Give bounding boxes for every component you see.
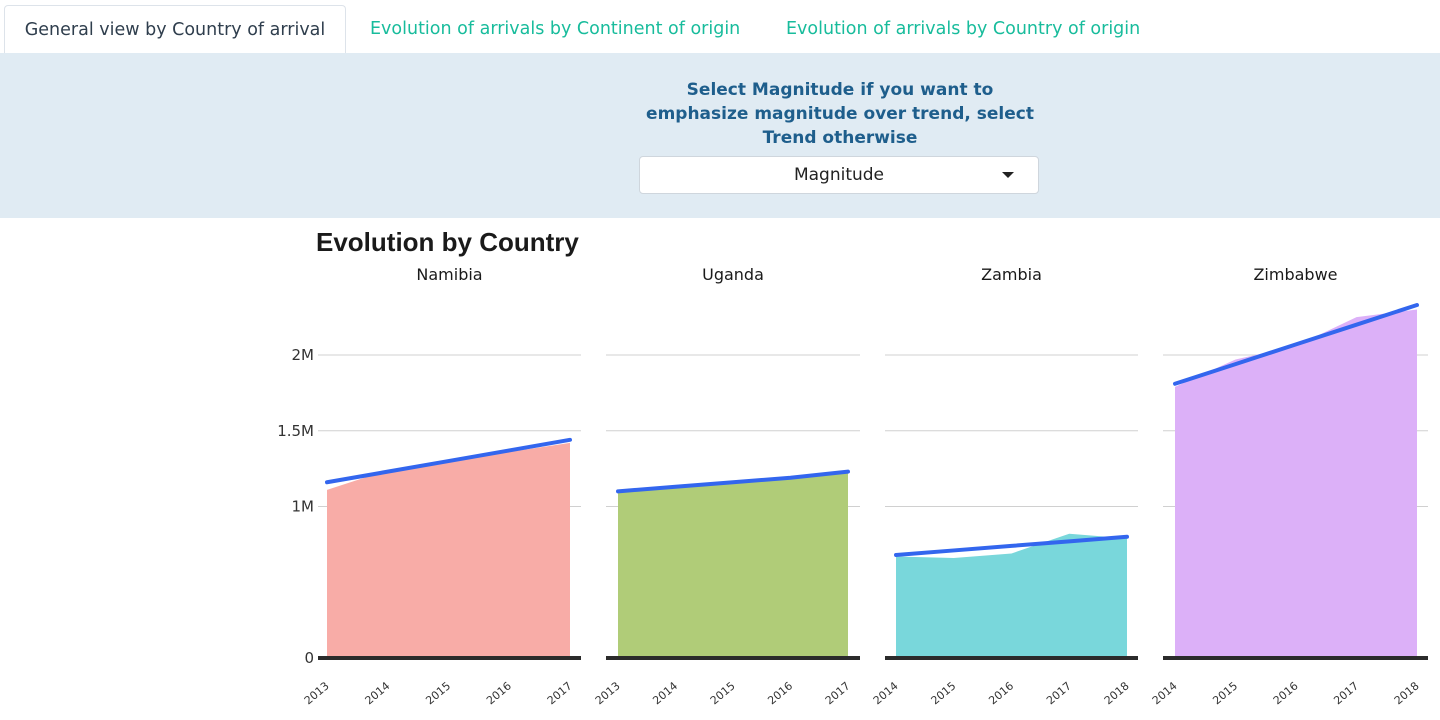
x-tick-label: 2015 bbox=[929, 679, 959, 707]
magnitude-trend-select[interactable]: Magnitude bbox=[639, 156, 1039, 194]
y-tick-label: 1.5M bbox=[277, 422, 314, 440]
y-tick-label: 1M bbox=[292, 498, 315, 516]
x-tick-label: 2017 bbox=[823, 679, 853, 707]
area-zimbabwe bbox=[1175, 309, 1417, 658]
area-zambia bbox=[896, 533, 1127, 658]
x-tick-label: 2016 bbox=[986, 679, 1016, 707]
area-namibia bbox=[327, 442, 570, 658]
trend-line-zimbabwe bbox=[1173, 303, 1419, 386]
x-tick-label: 2016 bbox=[1271, 679, 1301, 707]
tab-bar: General view by Country of arrival Evolu… bbox=[0, 0, 1440, 53]
x-tick-label: 2016 bbox=[484, 679, 514, 707]
x-tick-label: 2014 bbox=[363, 679, 393, 707]
magnitude-trend-label: Select Magnitude if you want to emphasiz… bbox=[646, 80, 1034, 148]
x-tick-label: 2014 bbox=[871, 679, 901, 707]
facet-label: Namibia bbox=[416, 265, 482, 284]
facet-label: Uganda bbox=[702, 265, 764, 284]
facet-label: Zimbabwe bbox=[1253, 265, 1337, 284]
area-uganda bbox=[618, 471, 848, 658]
y-tick-label: 2M bbox=[292, 346, 315, 364]
x-tick-label: 2017 bbox=[1044, 679, 1074, 707]
x-tick-label: 2018 bbox=[1392, 679, 1422, 707]
x-tick-label: 2018 bbox=[1102, 679, 1132, 707]
x-tick-label: 2016 bbox=[765, 679, 795, 707]
select-value: Magnitude bbox=[793, 165, 885, 185]
x-tick-label: 2015 bbox=[708, 679, 738, 707]
x-tick-label: 2014 bbox=[1150, 679, 1180, 707]
x-tick-label: 2013 bbox=[302, 679, 332, 707]
facet-label: Zambia bbox=[981, 265, 1042, 284]
x-tick-label: 2014 bbox=[650, 679, 680, 707]
trend-line-zambia bbox=[894, 534, 1129, 557]
chart-title: Evolution by Country bbox=[316, 227, 579, 257]
trend-line-uganda bbox=[616, 469, 850, 494]
x-tick-label: 2013 bbox=[593, 679, 623, 707]
evolution-chart: Evolution by Country Namibia 2013 2014 2015 2… bbox=[277, 227, 1428, 707]
x-tick-label: 2017 bbox=[1331, 679, 1361, 707]
tab-general-view[interactable]: General view by Country of arrival bbox=[4, 5, 346, 53]
tab-continent-of-origin[interactable]: Evolution of arrivals by Continent of or… bbox=[370, 19, 741, 39]
tab-country-of-origin[interactable]: Evolution of arrivals by Country of orig… bbox=[786, 19, 1141, 39]
chevron-down-icon bbox=[1002, 172, 1014, 178]
x-tick-label: 2017 bbox=[545, 679, 575, 707]
trend-line-namibia bbox=[325, 437, 572, 485]
x-tick-label: 2015 bbox=[423, 679, 453, 707]
y-tick-label: 0 bbox=[304, 649, 314, 667]
x-tick-label: 2015 bbox=[1210, 679, 1240, 707]
